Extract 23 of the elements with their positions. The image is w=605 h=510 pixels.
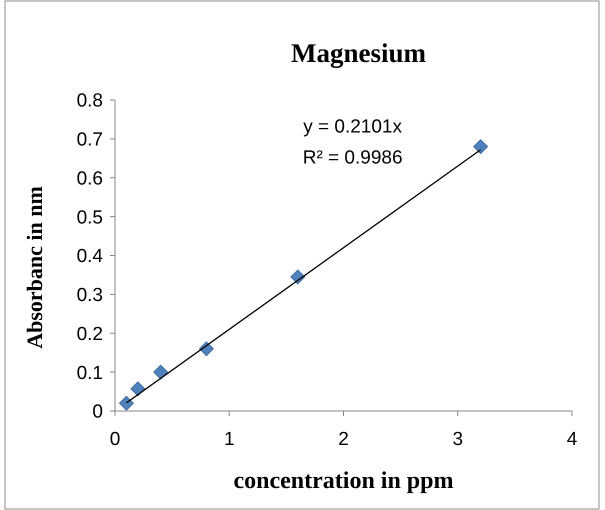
y-tick-label: 0.4 [76,246,104,268]
y-tick-label: 0.7 [76,130,103,151]
y-axis-title: Absorbanc in nm [22,186,47,349]
y-tick-label: 0.2 [76,324,103,345]
x-tick-label: 1 [224,429,235,450]
x-tick-label: 4 [566,429,578,450]
y-tick-label: 0.8 [76,90,103,112]
y-tick-label: 0 [92,402,103,423]
x-tick-label: 0 [110,429,120,450]
annotation: R² = 0.9986 [302,148,403,169]
point [153,364,168,380]
y-tick-label: 0.1 [76,362,103,384]
x-axis-title: concentration in ppm [233,468,454,494]
point [119,396,134,411]
chart-title: Magnesium [291,38,427,68]
point [130,381,146,396]
x-tick-label: 3 [452,429,464,450]
annotation: y = 0.2101x [303,116,403,138]
y-tick-label: 0.3 [76,285,103,306]
x-tick-label: 2 [338,429,349,450]
y-tick-label: 0.6 [76,168,103,190]
y-tick-label: 0.5 [76,207,103,228]
point [473,139,488,154]
